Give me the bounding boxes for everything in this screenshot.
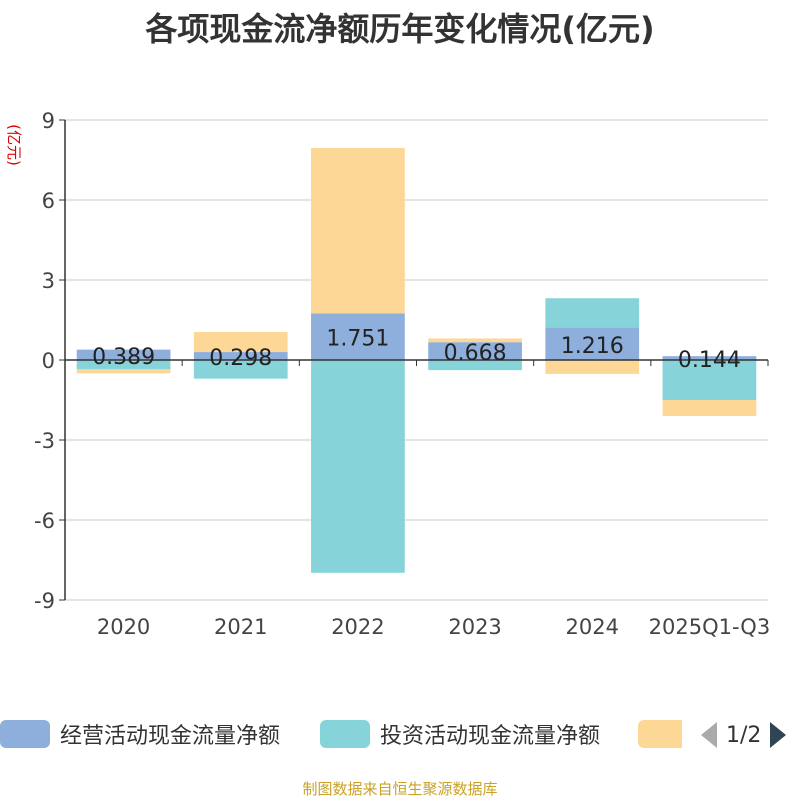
data-label: 0.668	[444, 341, 507, 366]
bar-3-2025Q1-Q3	[662, 400, 757, 416]
x-tick-label: 2021	[214, 615, 267, 639]
x-tick-label: 2025Q1-Q3	[649, 615, 771, 639]
bar-2-2020	[76, 360, 171, 370]
bar-2-2024	[545, 298, 640, 328]
y-tick-label: -9	[34, 589, 55, 613]
bar-2-2021	[193, 360, 288, 379]
legend-swatch-financing	[638, 720, 682, 748]
legend-item-investing[interactable]: 投资活动现金流量净额	[320, 719, 600, 749]
bar-1-2022	[311, 313, 405, 360]
data-source-note: 制图数据来自恒生聚源数据库	[302, 780, 498, 798]
legend-page-indicator: 1/2	[726, 722, 762, 748]
bar-1-2025Q1-Q3	[662, 356, 757, 360]
y-tick-label: 9	[42, 109, 55, 133]
legend-item-operating[interactable]: 经营活动现金流量净额	[0, 719, 280, 749]
bar-1-2020	[76, 349, 171, 360]
legend-item-financing[interactable]	[638, 719, 682, 749]
x-tick-label: 2023	[448, 615, 501, 639]
chart-area: (亿元) -9 -6 -3 0 3 6 9 2020 2021 2022 2023 2024 2025Q…	[5, 109, 771, 639]
data-label: 0.389	[92, 345, 155, 370]
bar-3-2021	[193, 332, 288, 353]
data-label: 1.751	[326, 327, 389, 352]
y-tick-label: -6	[34, 509, 55, 533]
legend-label-investing: 投资活动现金流量净额	[380, 724, 601, 749]
x-tick-label: 2024	[566, 615, 619, 639]
y-tick-label: 6	[42, 189, 55, 213]
triangle-left-icon[interactable]	[700, 720, 718, 750]
bar-3-2023	[428, 338, 522, 343]
data-label: 0.144	[678, 348, 741, 373]
legend-swatch-operating	[0, 720, 50, 748]
legend-label-operating: 经营活动现金流量净额	[60, 724, 281, 749]
bar-3-2022	[311, 147, 405, 314]
bar-2-2022	[311, 360, 405, 573]
bar-3-2024	[545, 360, 640, 374]
y-tick-label: 0	[42, 349, 55, 373]
x-tick-label: 2022	[331, 615, 384, 639]
data-label: 0.298	[209, 346, 272, 371]
bar-1-2021	[193, 352, 288, 360]
bar-2-2025Q1-Q3	[662, 360, 757, 400]
legend-pager: 1/2	[700, 719, 787, 751]
y-axis-label: (亿元)	[5, 124, 23, 166]
legend-swatch-investing	[320, 720, 370, 748]
bar-3-2020	[76, 369, 171, 374]
legend: 经营活动现金流量净额 投资活动现金流量净额 1/2	[0, 715, 800, 755]
y-tick-label: -3	[34, 429, 55, 453]
chart-title: 各项现金流净额历年变化情况(亿元)	[145, 10, 655, 48]
x-tick-label: 2020	[97, 615, 150, 639]
data-label: 1.216	[561, 334, 624, 359]
triangle-right-icon[interactable]	[769, 720, 787, 750]
bar-1-2024	[545, 327, 640, 360]
bar-2-2023	[428, 360, 522, 371]
bar-1-2023	[428, 342, 522, 360]
y-tick-label: 3	[42, 269, 55, 293]
